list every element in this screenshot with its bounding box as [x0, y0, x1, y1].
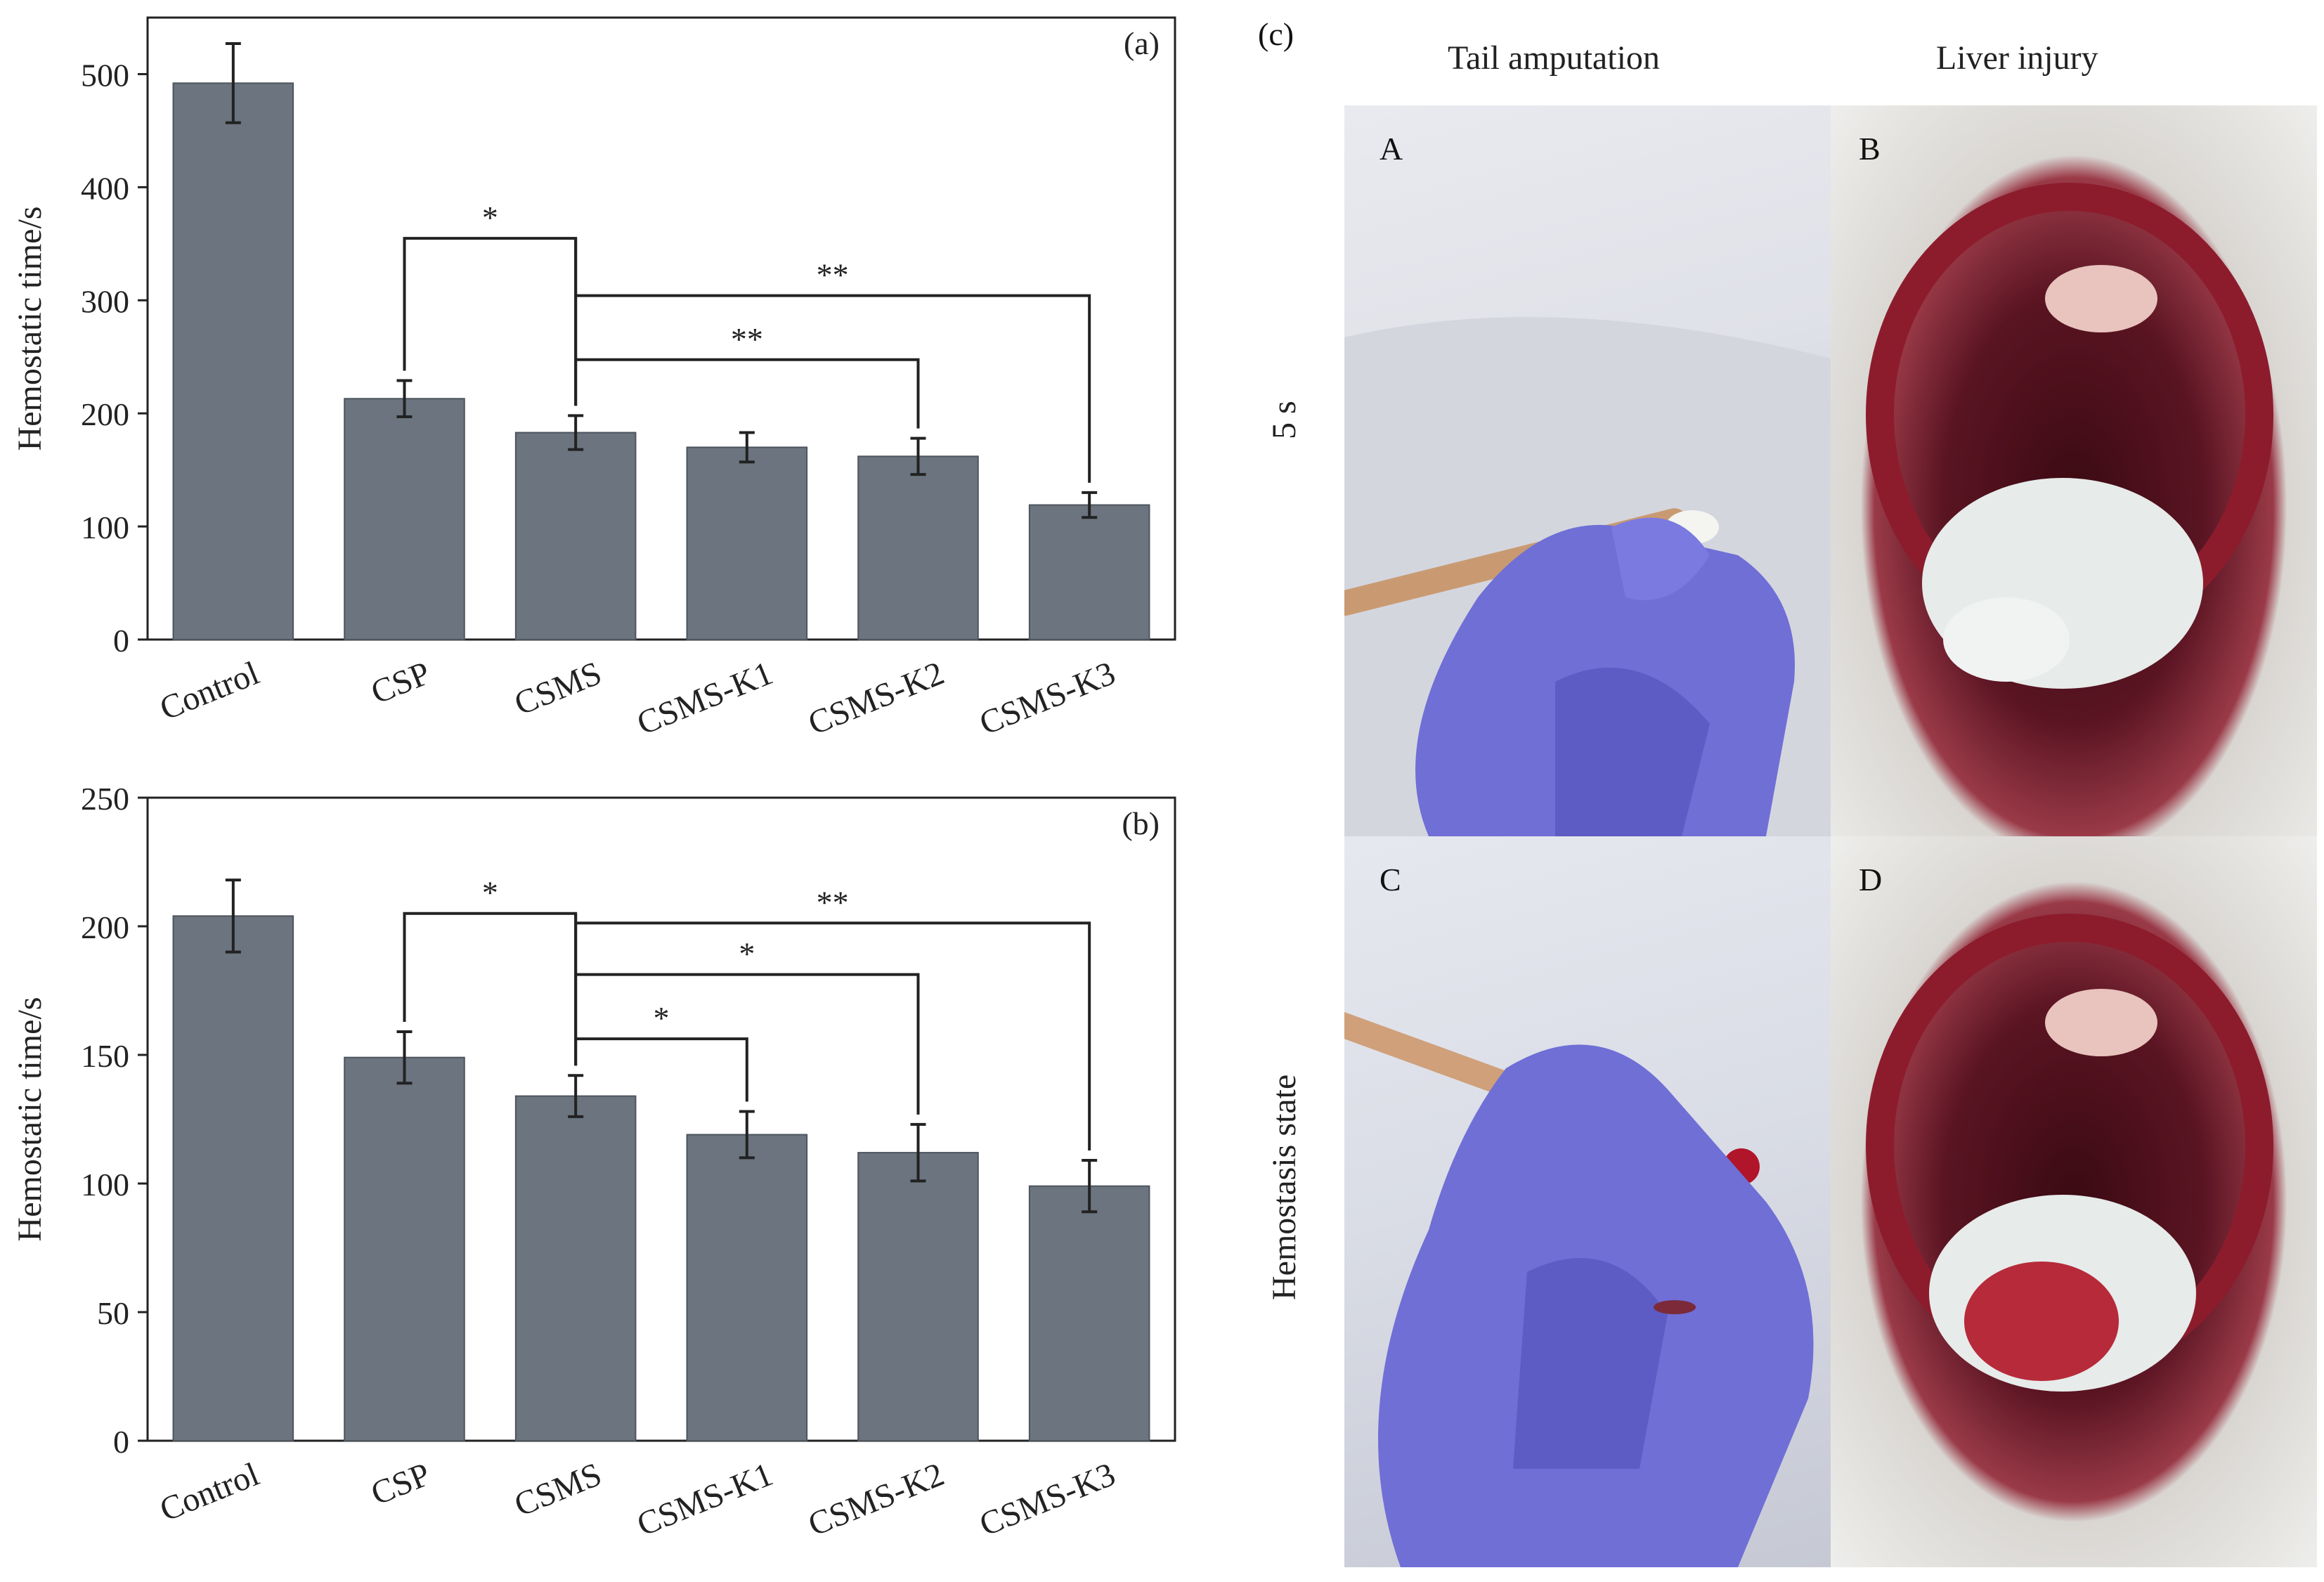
panel-label: (b) — [1122, 805, 1160, 841]
y-tick-label: 500 — [81, 57, 129, 93]
significance-bracket — [576, 973, 920, 1115]
bar — [1028, 504, 1150, 640]
bar — [686, 446, 808, 640]
bar — [172, 82, 294, 640]
significance-marker: * — [654, 1000, 670, 1036]
chart-b: 0 50 100 150 200 250 Hemostatic time/s Control C… — [11, 781, 1176, 1543]
y-axis-label: Hemostatic time/s — [11, 997, 48, 1242]
category-label: CSMS — [509, 1455, 607, 1524]
plot-frame — [146, 796, 1176, 1442]
category-label: CSMS-K3 — [974, 1455, 1120, 1543]
category-label: CSMS-K1 — [632, 654, 778, 742]
category-label: CSMS-K2 — [803, 654, 949, 742]
significance-bracket — [576, 358, 920, 429]
y-tick-label: 200 — [81, 396, 129, 432]
photo-liver-hemostasis: D — [1831, 836, 2317, 1567]
panel-label: (a) — [1124, 25, 1160, 61]
bar — [514, 432, 637, 640]
bar — [686, 1134, 808, 1441]
significance-marker: * — [739, 936, 755, 972]
significance-bracket — [576, 1037, 748, 1102]
panel-label-c: (c) — [1258, 16, 1294, 52]
tile-label-a: A — [1380, 131, 1403, 167]
y-tick-label: 0 — [113, 623, 129, 659]
y-tick-label: 150 — [81, 1038, 129, 1074]
y-tick-label: 200 — [81, 909, 129, 945]
y-tick-label: 100 — [81, 1167, 129, 1202]
y-tick-label: 250 — [81, 781, 129, 817]
bar — [857, 1152, 979, 1441]
bar — [857, 455, 979, 640]
bar — [514, 1095, 637, 1442]
y-axis-label: Hemostatic time/s — [11, 207, 48, 451]
y-tick-label: 400 — [81, 170, 129, 206]
photo-liver-5s: B — [1831, 105, 2317, 836]
category-label: CSMS — [509, 654, 607, 722]
category-label: Control — [155, 654, 264, 727]
bar — [1028, 1185, 1150, 1442]
plot-frame — [146, 16, 1176, 641]
significance-marker: ** — [731, 321, 763, 357]
column-header-tail: Tail amputation — [1448, 39, 1660, 77]
significance-marker: ** — [817, 884, 849, 920]
category-label: Control — [155, 1455, 264, 1529]
significance-marker: * — [482, 875, 498, 911]
category-label: CSMS-K1 — [632, 1455, 778, 1543]
photo-tail-5s: A — [1344, 105, 1831, 836]
significance-bracket — [403, 237, 578, 406]
y-tick-label: 100 — [81, 510, 129, 545]
row-label-5s: 5 s — [1266, 401, 1303, 439]
y-tick-label: 50 — [97, 1295, 129, 1331]
bar — [172, 915, 294, 1441]
bar — [344, 398, 465, 640]
significance-bracket — [576, 921, 1091, 1151]
y-tick-label: 300 — [81, 283, 129, 319]
tail-5s-illustration — [1344, 317, 1831, 836]
tile-label-c: C — [1380, 862, 1401, 897]
tile-label-b: B — [1859, 131, 1881, 167]
column-header-liver: Liver injury — [1936, 39, 2098, 77]
liver-hemostasis-illustration — [1866, 914, 2273, 1392]
significance-marker: * — [482, 200, 498, 235]
category-label: CSP — [366, 654, 436, 711]
significance-marker: ** — [817, 257, 849, 293]
category-label: CSMS-K3 — [974, 654, 1120, 742]
photo-tail-hemostasis: C — [1344, 836, 1831, 1567]
tail-hemostasis-illustration — [1344, 1006, 1814, 1567]
significance-bracket — [403, 912, 578, 1066]
category-label: CSMS-K2 — [803, 1455, 949, 1543]
bar — [344, 1056, 465, 1442]
row-label-hemostasis: Hemostasis state — [1266, 1074, 1303, 1300]
chart-a: 0 100 200 300 400 500 Hemostatic time/s Control… — [11, 16, 1176, 742]
tile-label-d: D — [1859, 862, 1883, 897]
significance-bracket — [576, 294, 1091, 483]
y-tick-label: 0 — [113, 1424, 129, 1460]
category-label: CSP — [366, 1455, 436, 1512]
liver-5s-illustration — [1866, 183, 2273, 689]
